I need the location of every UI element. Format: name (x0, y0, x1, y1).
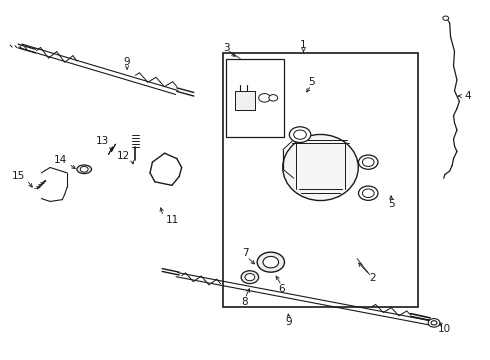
Circle shape (241, 271, 259, 284)
Text: 7: 7 (242, 248, 248, 258)
Text: 3: 3 (223, 43, 230, 53)
Text: 9: 9 (124, 57, 130, 67)
Circle shape (259, 94, 270, 102)
Text: 6: 6 (278, 284, 285, 294)
Circle shape (431, 321, 437, 325)
Ellipse shape (80, 166, 88, 172)
Circle shape (443, 16, 449, 20)
Ellipse shape (283, 134, 358, 201)
Text: 5: 5 (308, 77, 315, 87)
Text: 4: 4 (464, 91, 471, 101)
Text: 8: 8 (242, 297, 248, 307)
Circle shape (363, 158, 374, 166)
Circle shape (359, 186, 378, 201)
Text: 9: 9 (286, 317, 292, 327)
Circle shape (363, 189, 374, 198)
Text: 1: 1 (300, 40, 307, 50)
Text: 10: 10 (438, 324, 451, 334)
Text: 14: 14 (53, 156, 67, 165)
Bar (226, 59, 284, 137)
Circle shape (428, 319, 440, 327)
Bar (235, 91, 255, 111)
Circle shape (269, 95, 278, 101)
Circle shape (289, 127, 311, 143)
Text: 13: 13 (96, 136, 109, 147)
Text: 15: 15 (12, 171, 25, 181)
Circle shape (257, 252, 285, 272)
Circle shape (359, 155, 378, 169)
Circle shape (294, 130, 306, 139)
Bar (223, 53, 418, 307)
Ellipse shape (77, 165, 92, 174)
Circle shape (245, 274, 255, 281)
Text: 5: 5 (388, 199, 394, 209)
Text: 12: 12 (117, 151, 130, 161)
Circle shape (263, 256, 279, 268)
Text: 11: 11 (166, 215, 179, 225)
Text: 2: 2 (369, 273, 376, 283)
